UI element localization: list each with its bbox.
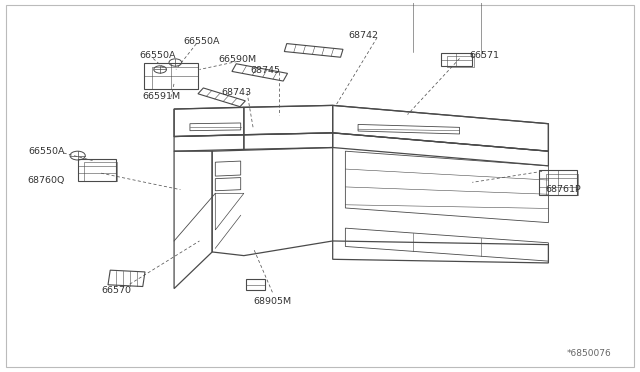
Text: 66570: 66570: [101, 286, 131, 295]
Text: 68742: 68742: [349, 31, 378, 40]
Text: 66550A: 66550A: [184, 37, 220, 46]
Text: 68905M: 68905M: [253, 297, 291, 306]
Text: 68761P: 68761P: [545, 185, 581, 194]
Text: 66591M: 66591M: [142, 92, 180, 101]
Text: 66590M: 66590M: [218, 55, 257, 64]
Text: *6850076: *6850076: [567, 349, 612, 358]
Text: 66550A: 66550A: [139, 51, 176, 60]
Text: 68743: 68743: [221, 88, 252, 97]
Text: 66571: 66571: [469, 51, 499, 60]
Text: 68745: 68745: [250, 66, 280, 75]
Text: 68760Q: 68760Q: [27, 176, 64, 185]
Text: 66550A: 66550A: [28, 147, 65, 156]
